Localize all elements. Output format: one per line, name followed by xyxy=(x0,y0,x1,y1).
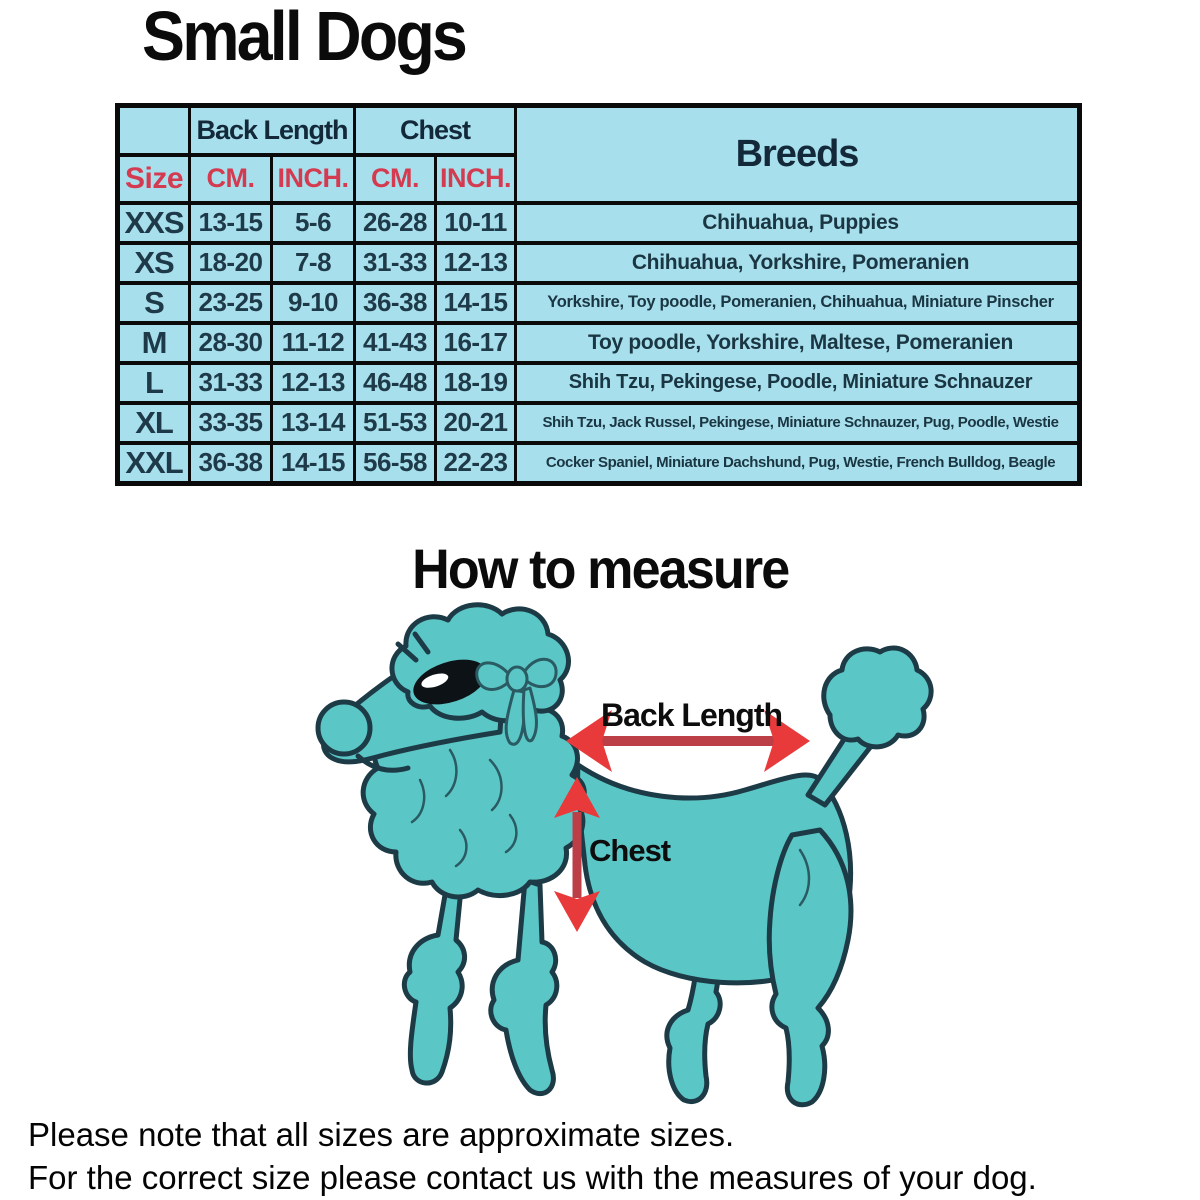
header-back-length: Back Length xyxy=(188,103,356,156)
poodle-smile xyxy=(355,753,411,773)
cell-size: S xyxy=(116,280,191,324)
cell-chest-cm: 26-28 xyxy=(353,200,437,244)
size-chart-table: Back Length Chest Breeds Size CM. INCH. … xyxy=(115,103,1082,486)
poodle-eyelashes xyxy=(395,631,431,663)
table-row: XS 18-20 7-8 31-33 12-13 Chihuahua, York… xyxy=(116,240,1081,284)
cell-chest-cm: 46-48 xyxy=(353,360,437,404)
cell-breeds: Chihuahua, Puppies xyxy=(514,200,1081,244)
table-header-units-row: Size CM. INCH. CM. INCH. xyxy=(116,152,1080,204)
cell-size: XXL xyxy=(116,440,191,485)
poodle-front-leg-far xyxy=(401,852,467,1086)
cell-size: XXS xyxy=(116,200,191,244)
table-row: XXL 36-38 14-15 56-58 22-23 Cocker Spani… xyxy=(116,440,1081,485)
cell-back-inch: 12-13 xyxy=(270,360,356,404)
cell-breeds: Cocker Spaniel, Miniature Dachshund, Pug… xyxy=(514,440,1081,485)
poodle-eye xyxy=(413,659,487,705)
table-row: L 31-33 12-13 46-48 18-19 Shih Tzu, Peki… xyxy=(116,360,1081,404)
cell-back-inch: 7-8 xyxy=(270,240,356,284)
cell-back-cm: 28-30 xyxy=(188,320,273,364)
poodle-tail-pom xyxy=(821,645,934,750)
how-to-measure-section: How to measure xyxy=(0,536,1200,601)
cell-chest-cm: 56-58 xyxy=(353,440,437,485)
header-chest-cm: CM. xyxy=(353,152,437,204)
cell-chest-cm: 31-33 xyxy=(353,240,437,284)
cell-chest-cm: 41-43 xyxy=(353,320,437,364)
poodle-front-leg-near xyxy=(488,877,560,1097)
cell-breeds: Shih Tzu, Pekingese, Poodle, Miniature S… xyxy=(514,360,1081,404)
note-line: Please note that all sizes are approxima… xyxy=(28,1116,735,1153)
cell-back-cm: 36-38 xyxy=(188,440,273,485)
back-length-arrow xyxy=(566,710,810,772)
cell-breeds: Toy poodle, Yorkshire, Maltese, Pomerani… xyxy=(514,320,1081,364)
cell-breeds: Shih Tzu, Jack Russel, Pekingese, Miniat… xyxy=(514,400,1081,444)
cell-chest-cm: 51-53 xyxy=(353,400,437,444)
cell-size: M xyxy=(116,320,191,364)
header-back-cm: CM. xyxy=(188,152,273,204)
cell-chest-cm: 36-38 xyxy=(353,280,437,324)
header-chest-inch: INCH. xyxy=(433,152,518,204)
table-header-group-row: Back Length Chest Breeds xyxy=(116,103,1081,204)
table-row: M 28-30 11-12 41-43 16-17 Toy poodle, Yo… xyxy=(116,320,1081,364)
cell-back-cm: 18-20 xyxy=(188,240,273,284)
cell-back-inch: 14-15 xyxy=(270,440,356,485)
cell-size: XL xyxy=(116,400,191,444)
poodle-fur-details xyxy=(410,748,811,907)
table-row: XL 33-35 13-14 51-53 20-21 Shih Tzu, Jac… xyxy=(116,400,1081,444)
cell-breeds: Chihuahua, Yorkshire, Pomeranien xyxy=(514,240,1081,284)
cell-chest-inch: 20-21 xyxy=(433,400,518,444)
poodle-nose xyxy=(315,699,373,757)
table-row: XXS 13-15 5-6 26-28 10-11 Chihuahua, Pup… xyxy=(116,200,1081,244)
poodle-bow xyxy=(475,657,558,746)
cell-back-cm: 33-35 xyxy=(188,400,273,444)
cell-back-cm: 31-33 xyxy=(188,360,273,404)
header-size: Size xyxy=(116,152,191,204)
cell-back-inch: 11-12 xyxy=(270,320,356,364)
cell-size: L xyxy=(116,360,191,404)
header-chest: Chest xyxy=(352,103,518,156)
cell-chest-inch: 14-15 xyxy=(433,280,518,324)
page-title: Small Dogs xyxy=(142,0,468,75)
footer-notes: Please note that all sizes are approxima… xyxy=(28,1113,1037,1199)
back-length-label: Back Length xyxy=(601,697,783,733)
cell-back-cm: 23-25 xyxy=(188,280,273,324)
cell-back-cm: 13-15 xyxy=(188,200,273,244)
cell-breeds: Yorkshire, Toy poodle, Pomeranien, Chihu… xyxy=(514,280,1081,324)
cell-chest-inch: 12-13 xyxy=(433,240,518,284)
header-back-inch: INCH. xyxy=(270,152,356,204)
table-row: S 23-25 9-10 36-38 14-15 Yorkshire, Toy … xyxy=(116,280,1081,324)
cell-back-inch: 5-6 xyxy=(270,200,356,244)
header-breeds: Breeds xyxy=(514,103,1081,204)
note-line: For the correct size please contact us w… xyxy=(28,1159,1037,1196)
chest-label: Chest xyxy=(589,833,671,868)
cell-chest-inch: 10-11 xyxy=(433,200,518,244)
cell-chest-inch: 22-23 xyxy=(433,440,518,485)
cell-back-inch: 9-10 xyxy=(270,280,356,324)
chest-arrow xyxy=(554,777,600,932)
cell-size: XS xyxy=(116,240,191,284)
poodle-illustration xyxy=(315,602,934,1108)
cell-chest-inch: 18-19 xyxy=(433,360,518,404)
cell-chest-inch: 16-17 xyxy=(433,320,518,364)
cell-back-inch: 13-14 xyxy=(270,400,356,444)
how-to-measure-title: How to measure xyxy=(411,537,790,600)
header-empty-cell xyxy=(116,103,191,156)
poodle-rear-leg-near xyxy=(766,827,854,1108)
